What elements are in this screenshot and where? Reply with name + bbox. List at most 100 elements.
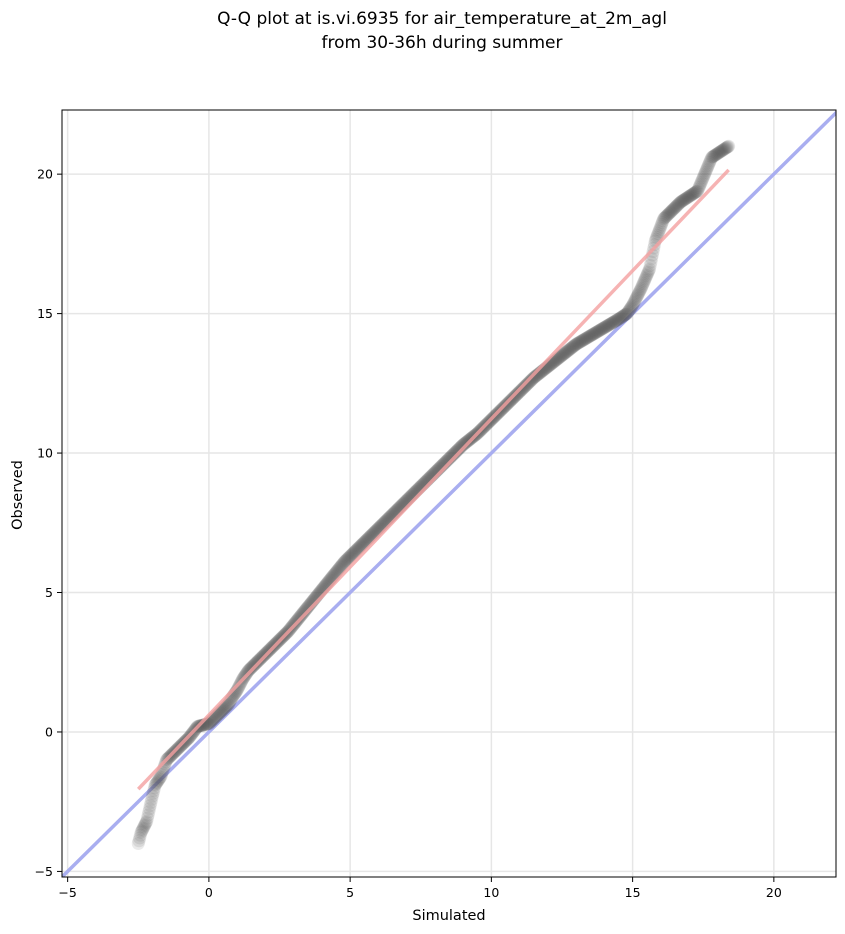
quantile-point: [525, 372, 539, 386]
quantile-point: [344, 549, 358, 563]
x-tick-label: 20: [766, 885, 782, 900]
quantile-point: [148, 781, 162, 795]
quantile-point: [141, 808, 155, 822]
quantile-point: [526, 371, 540, 385]
quantile-point: [643, 262, 657, 276]
quantile-point: [674, 195, 688, 209]
quantile-point: [706, 149, 720, 163]
x-tick-label: 10: [483, 885, 499, 900]
y-tick-label: 5: [45, 585, 53, 600]
quantile-point: [361, 532, 375, 546]
quantile-point: [298, 604, 312, 618]
quantile-point: [679, 191, 693, 205]
quantile-point: [714, 144, 728, 158]
quantile-point: [692, 181, 706, 195]
quantile-point: [722, 139, 736, 153]
quantile-point: [218, 701, 232, 715]
quantile-point: [339, 553, 353, 567]
quantile-point: [138, 818, 152, 832]
quantile-point: [703, 155, 717, 169]
quantile-point: [694, 176, 708, 190]
quantile-point: [719, 141, 733, 155]
quantile-points: [131, 139, 736, 851]
y-tick-label: 20: [37, 167, 53, 182]
quantile-point: [516, 381, 530, 395]
quantile-point: [615, 310, 629, 324]
quantile-point: [578, 332, 592, 346]
quantile-point: [589, 326, 603, 340]
y-axis-label: Observed: [10, 460, 26, 530]
quantile-point: [667, 201, 681, 215]
quantile-point: [610, 313, 624, 327]
quantile-point: [232, 679, 246, 693]
quantile-point: [460, 435, 474, 449]
quantile-point: [158, 757, 172, 771]
quantile-point: [618, 308, 632, 322]
quantile-point: [686, 187, 700, 201]
quantile-point: [244, 662, 258, 676]
quantile-point: [220, 698, 234, 712]
quantile-point: [348, 544, 362, 558]
quantile-point: [685, 188, 699, 202]
quantile-point: [338, 554, 352, 568]
quantile-point: [676, 194, 690, 208]
quantile-point: [366, 526, 380, 540]
quantile-point: [659, 210, 673, 224]
quantile-point: [568, 338, 582, 352]
quantile-point: [349, 544, 363, 558]
quantile-point: [241, 664, 255, 678]
quantile-point: [594, 323, 608, 337]
quantile-point: [357, 536, 371, 550]
quantile-point: [710, 147, 724, 161]
quantile-point: [671, 198, 685, 212]
quantile-point: [700, 160, 714, 174]
quantile-point: [216, 703, 230, 717]
quantile-point: [332, 562, 346, 576]
quantile-point: [606, 316, 620, 330]
quantile-point: [214, 705, 228, 719]
quantile-point: [346, 546, 360, 560]
quantile-point: [678, 192, 692, 206]
quantile-point: [217, 701, 231, 715]
quantile-point: [232, 680, 246, 694]
quantile-point: [551, 352, 565, 366]
quantile-point: [614, 311, 628, 325]
quantile-point: [677, 193, 691, 207]
quantile-point: [586, 327, 600, 341]
quantile-point: [588, 326, 602, 340]
quantile-point: [450, 443, 464, 457]
quantile-point: [720, 140, 734, 154]
quantile-point: [364, 529, 378, 543]
quantile-point: [571, 336, 585, 350]
quantile-point: [556, 348, 570, 362]
quantile-point: [648, 238, 662, 252]
quantile-point: [367, 526, 381, 540]
quantile-point: [196, 718, 210, 732]
quantile-point: [554, 349, 568, 363]
quantile-point: [150, 775, 164, 789]
quantile-point: [628, 294, 642, 308]
quantile-point: [135, 824, 149, 838]
y-tick-label: 0: [45, 724, 53, 739]
quantile-point: [695, 174, 709, 188]
quantile-point: [600, 319, 614, 333]
quantile-point: [584, 328, 598, 342]
quantile-point: [570, 337, 584, 351]
quantile-point: [617, 308, 631, 322]
quantile-point: [696, 170, 710, 184]
quantile-point: [702, 157, 716, 171]
x-tick-label: 15: [625, 885, 641, 900]
quantile-point: [352, 540, 366, 554]
quantile-point: [131, 837, 145, 851]
quantile-point: [582, 330, 596, 344]
quantile-point: [632, 286, 646, 300]
quantile-point: [591, 324, 605, 338]
quantile-point: [623, 302, 637, 316]
quantile-point: [622, 303, 636, 317]
quantile-point: [242, 663, 256, 677]
quantile-point: [611, 313, 625, 327]
quantile-point: [640, 267, 654, 281]
quantile-point: [642, 264, 656, 278]
quantile-point: [631, 288, 645, 302]
quantile-point: [620, 307, 634, 321]
